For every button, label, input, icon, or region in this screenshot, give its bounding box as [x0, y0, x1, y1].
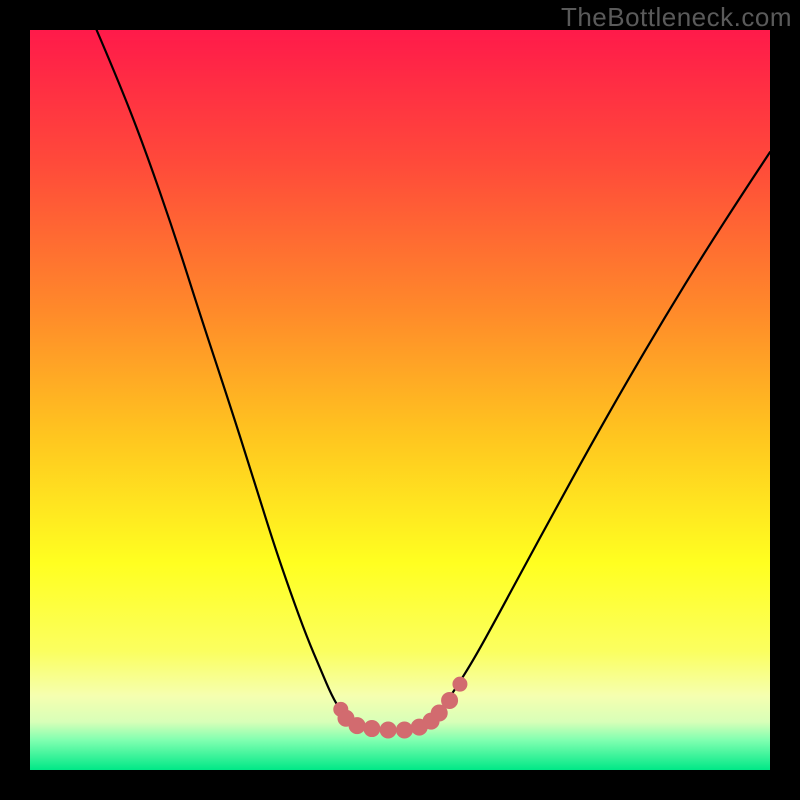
datapoint-marker	[364, 721, 380, 737]
datapoint-marker	[396, 722, 412, 738]
chart-frame: TheBottleneck.com	[0, 0, 800, 800]
datapoint-marker	[453, 677, 467, 691]
chart-svg	[0, 0, 800, 800]
datapoint-marker	[349, 718, 365, 734]
datapoint-marker	[380, 722, 396, 738]
watermark-text: TheBottleneck.com	[561, 2, 792, 33]
datapoint-marker	[442, 692, 458, 708]
